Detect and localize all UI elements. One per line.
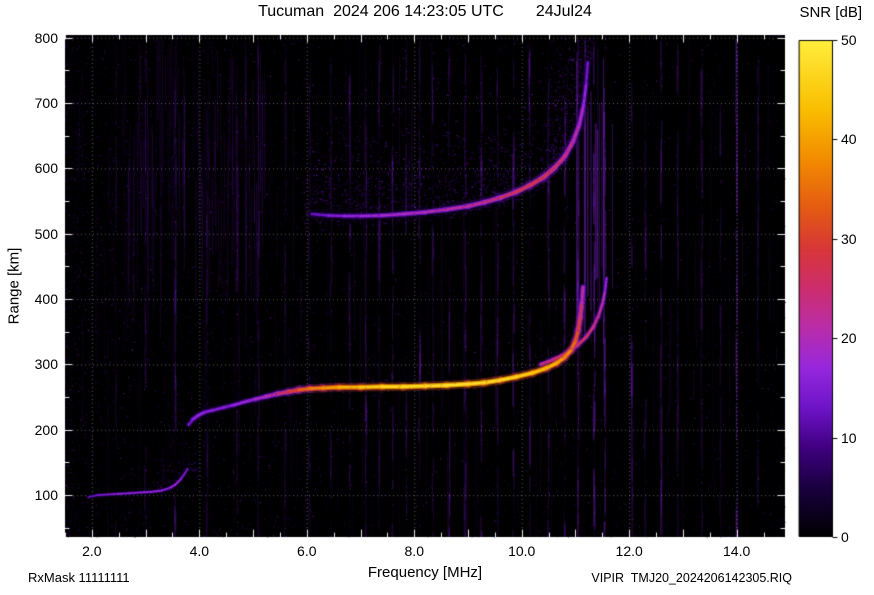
colorbar-tick-label: 20 <box>841 330 857 347</box>
y-axis-label: Range [km] <box>5 247 23 325</box>
title-row: Tucuman 2024 206 14:23:05 UTC 24Jul24 <box>65 3 785 21</box>
title-date: 24Jul24 <box>535 3 592 20</box>
colorbar-tick-label: 0 <box>841 529 849 545</box>
y-tick-label: 800 <box>34 29 58 46</box>
colorbar-tick-label: 50 <box>841 32 857 48</box>
x-tick-label: 6.0 <box>297 543 317 559</box>
x-tick-label: 14.0 <box>723 543 751 559</box>
x-tick-label: 4.0 <box>189 543 210 559</box>
y-tick-label: 500 <box>34 225 58 242</box>
y-tick-label: 200 <box>34 421 58 438</box>
colorbar-title: SNR [dB] <box>799 4 862 21</box>
rxmask-label: RxMask 11111111 <box>28 570 130 585</box>
y-tick-label: 300 <box>34 356 58 373</box>
y-tick-label: 700 <box>34 94 58 111</box>
x-tick-label: 12.0 <box>615 543 643 559</box>
x-tick-label: 8.0 <box>404 543 424 559</box>
y-tick-label: 400 <box>34 291 58 308</box>
y-tick-label: 600 <box>34 160 58 177</box>
colorbar-tick-label: 30 <box>841 230 857 247</box>
colorbar-tick-label: 10 <box>841 429 857 446</box>
colorbar-tick-label: 40 <box>841 131 857 148</box>
file-info-label: VIPIR TMJ20_2024206142305.RIQ <box>591 571 792 585</box>
page-title: Tucuman 2024 206 14:23:05 UTC <box>258 3 504 20</box>
x-axis-label: Frequency [MHz] <box>367 564 483 581</box>
x-tick-label: 10.0 <box>508 543 536 559</box>
x-tick-label: 2.0 <box>82 543 102 559</box>
y-tick-label: 100 <box>34 487 58 504</box>
